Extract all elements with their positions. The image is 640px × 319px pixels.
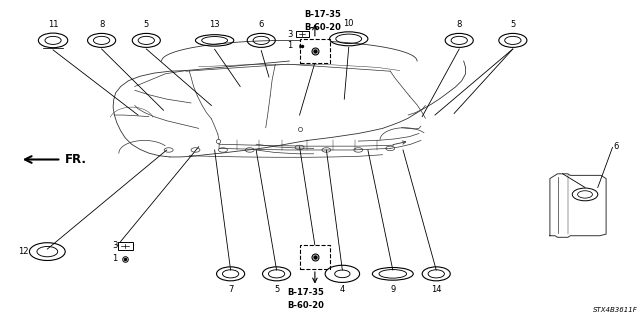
Text: 6: 6 (614, 142, 619, 151)
Text: 4: 4 (340, 285, 345, 294)
Text: 12: 12 (18, 247, 28, 256)
Text: 1: 1 (287, 41, 292, 50)
Text: 3: 3 (287, 30, 292, 39)
Text: 5: 5 (143, 20, 149, 29)
Bar (118, 242, 133, 250)
Text: 8: 8 (456, 20, 462, 29)
Text: 9: 9 (390, 285, 396, 294)
Text: 8: 8 (99, 20, 104, 29)
Text: B-17-35: B-17-35 (304, 10, 341, 19)
Text: B-60-20: B-60-20 (287, 301, 324, 310)
Text: FR.: FR. (65, 153, 86, 166)
Text: 3: 3 (112, 241, 118, 250)
Text: B-17-35: B-17-35 (287, 288, 324, 297)
Text: 5: 5 (274, 285, 279, 294)
Text: 1: 1 (112, 254, 118, 263)
Text: 14: 14 (431, 285, 442, 294)
Text: B-60-20: B-60-20 (304, 23, 341, 32)
Text: 7: 7 (228, 285, 234, 294)
Text: 6: 6 (259, 20, 264, 29)
Text: 5: 5 (510, 20, 515, 29)
Bar (300, 39, 330, 63)
Text: STX4B3611F: STX4B3611F (593, 307, 638, 313)
Bar (296, 31, 308, 37)
Text: 13: 13 (209, 20, 220, 29)
Bar (300, 245, 330, 269)
Text: 11: 11 (48, 20, 58, 29)
Text: 10: 10 (344, 19, 354, 28)
